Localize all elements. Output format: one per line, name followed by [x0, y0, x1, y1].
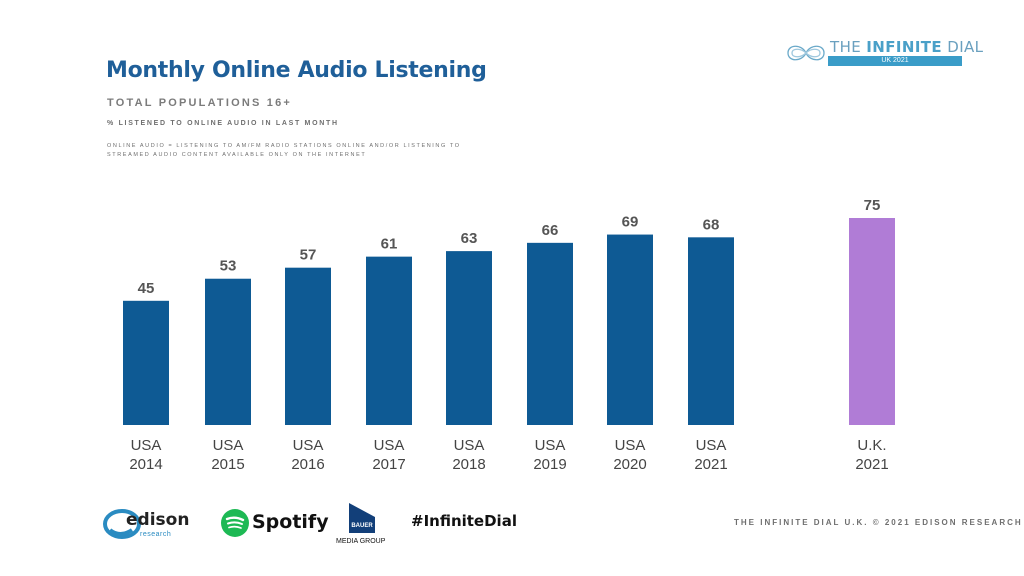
bar — [205, 278, 251, 425]
bar-chart: 45 USA 2014 53 USA 2015 57 USA 2016 61 USA 2017 63 US… — [123, 197, 895, 473]
sponsor-logos: edison research Spotify BAUER MEDIA GROU… — [100, 500, 540, 560]
category-label: 2014 — [129, 456, 162, 473]
data-label: 63 — [461, 230, 478, 247]
data-label: 61 — [381, 236, 398, 253]
definition-note: ONLINE AUDIO = LISTENING TO AM/FM RADIO … — [107, 143, 461, 158]
category-label: 2015 — [211, 456, 244, 473]
bauer-logo-corner — [349, 503, 375, 517]
spotify-logo-icon — [221, 509, 249, 537]
bauer-wordmark: BAUER — [351, 523, 373, 529]
data-label: 66 — [542, 222, 559, 239]
data-label: 45 — [138, 280, 155, 297]
infinite-loop-icon — [787, 45, 825, 61]
data-label: 57 — [300, 247, 317, 264]
category-label: USA — [293, 437, 324, 454]
infinite-dial-logo: THE INFINITE DIAL UK 2021 — [784, 38, 983, 68]
bar — [366, 256, 412, 425]
data-label: 75 — [864, 197, 881, 214]
measure-note: % LISTENED TO ONLINE AUDIO IN LAST MONTH — [107, 120, 339, 127]
category-label: 2020 — [613, 456, 646, 473]
category-label: 2017 — [372, 456, 405, 473]
category-label: 2019 — [533, 456, 566, 473]
bar — [446, 251, 492, 425]
data-label: 69 — [622, 214, 639, 231]
category-label: USA — [454, 437, 485, 454]
brand-edition: UK 2021 — [828, 56, 962, 66]
bar — [607, 234, 653, 425]
edison-wordmark: edison — [126, 510, 190, 530]
bar — [527, 242, 573, 425]
edison-subtext: research — [140, 531, 172, 538]
spotify-wordmark: Spotify — [252, 511, 329, 533]
category-label: USA — [131, 437, 162, 454]
category-label: USA — [696, 437, 727, 454]
category-label: 2021 — [694, 456, 727, 473]
data-label: 53 — [220, 258, 237, 275]
category-label: USA — [535, 437, 566, 454]
data-label: 68 — [703, 216, 720, 233]
bar — [849, 218, 895, 425]
bar — [285, 267, 331, 425]
category-label: 2018 — [452, 456, 485, 473]
category-label: USA — [213, 437, 244, 454]
bar — [688, 237, 734, 425]
chart-subtitle: TOTAL POPULATIONS 16+ — [107, 97, 293, 109]
bar — [123, 300, 169, 425]
chart-title: Monthly Online Audio Listening — [106, 58, 487, 83]
category-label: U.K. — [857, 437, 886, 454]
category-label: 2021 — [855, 456, 888, 473]
copyright: THE INFINITE DIAL U.K. © 2021 EDISON RES… — [734, 518, 1023, 527]
brand-name: THE INFINITE DIAL — [830, 38, 984, 56]
category-label: 2016 — [291, 456, 324, 473]
category-label: USA — [374, 437, 405, 454]
bauer-subtext: MEDIA GROUP — [336, 538, 386, 545]
category-label: USA — [615, 437, 646, 454]
hashtag: #InfiniteDial — [411, 512, 517, 530]
edison-logo-icon — [103, 509, 141, 539]
